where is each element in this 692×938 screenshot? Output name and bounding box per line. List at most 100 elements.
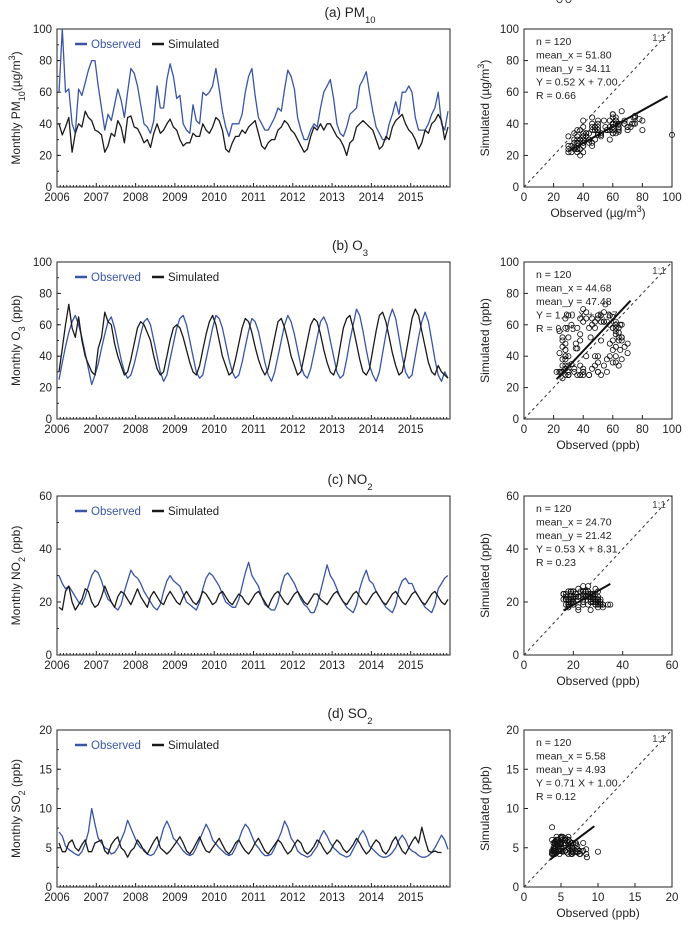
ts-xtick-label: 2014 — [359, 660, 385, 672]
legend-simulated-label: Simulated — [168, 740, 219, 752]
scatter-point — [556, 328, 563, 335]
scatter-point — [583, 309, 590, 316]
scatter-xtick-label: 40 — [577, 424, 590, 436]
scatter-point — [558, 841, 565, 848]
scatter-point — [580, 130, 587, 137]
scatter-point — [587, 599, 594, 606]
scatter-point — [606, 117, 613, 124]
scatter-point — [565, 371, 572, 378]
scatter-point — [583, 133, 590, 140]
scatter-ylabel: Simulated (ppb) — [478, 298, 492, 383]
scatter-xtick-label: 10 — [592, 892, 605, 904]
scatter-point — [565, 334, 572, 341]
scatter-point — [587, 334, 594, 341]
scatter-point — [559, 337, 566, 344]
scatter-point — [592, 601, 599, 608]
scatter-point — [586, 136, 593, 143]
panel-title: (d) SO2 — [327, 706, 372, 727]
scatter-point — [556, 350, 563, 357]
scatter-point — [609, 346, 616, 353]
scatter-ytick-label: 5 — [513, 843, 519, 855]
stats-line: n = 120 — [536, 269, 571, 281]
scatter-point — [602, 301, 609, 308]
scatter-point — [615, 362, 622, 369]
ts-xtick-label: 2011 — [241, 192, 266, 204]
scatter-point — [624, 350, 631, 357]
scatter-point — [598, 318, 605, 325]
scatter-point — [559, 343, 566, 350]
simulated-series-line — [58, 303, 449, 379]
one-to-one-label: 1:1 — [652, 734, 666, 745]
scatter-point — [609, 337, 616, 344]
ts-xtick-label: 2013 — [319, 192, 345, 204]
ts-ylabel-unit: (ppb) — [9, 526, 23, 557]
ts-ytick-label: 80 — [39, 288, 52, 300]
scatter-xtick-label: 0 — [521, 192, 527, 204]
scatter-point — [562, 315, 569, 322]
scatter-point — [565, 362, 572, 369]
scatter-point — [558, 847, 565, 854]
scatter-ylabel: Simulated (ppb) — [478, 766, 492, 851]
stats-line: n = 120 — [536, 737, 571, 749]
panel-title-main: (d) SO — [327, 706, 367, 721]
scatter-ytick-label: 20 — [506, 150, 519, 162]
panel-title-sub: 2 — [367, 716, 372, 727]
ts-ylabel-unit: (ppb) — [9, 759, 23, 790]
observed-series-line — [58, 308, 449, 386]
ts-xtick-label: 2010 — [201, 424, 227, 436]
scatter-point — [572, 340, 579, 347]
scatter-point — [575, 607, 582, 614]
scatter-point — [600, 117, 607, 124]
ts-ylabel-sub: 3 — [17, 326, 27, 331]
scatter-point — [571, 136, 578, 143]
ts-ylabel: Monthly SO2 (ppb) — [9, 759, 27, 858]
scatter-point — [589, 142, 596, 149]
scatter-point — [618, 356, 625, 363]
scatter-xtick-label: 20 — [547, 192, 560, 204]
ts-frame — [56, 495, 451, 656]
ts-ylabel: Monthly PM10(µg/m3) — [7, 51, 27, 164]
scatter-xtick-label: 20 — [567, 660, 580, 672]
scatter-point — [587, 607, 594, 614]
scatter-point — [595, 124, 602, 131]
scatter-xtick-label: 60 — [666, 660, 679, 672]
scatter-point — [592, 353, 599, 360]
scatter-point — [574, 127, 581, 134]
scatter-point — [568, 321, 575, 328]
scatter-point — [612, 114, 619, 121]
scatter-point — [559, 375, 566, 382]
scatter-frame — [523, 261, 673, 420]
scatter-ytick-label: 20 — [506, 383, 519, 395]
scatter-point — [612, 117, 619, 124]
ts-ytick-label: 15 — [39, 764, 52, 776]
scatter-xtick-label: 100 — [662, 192, 681, 204]
scatter-point — [595, 312, 602, 319]
scatter-point — [569, 847, 576, 854]
scatter-point — [603, 127, 610, 134]
scatter-point — [612, 324, 619, 331]
scatter-point — [624, 340, 631, 347]
scatter-point — [550, 847, 557, 854]
ts-ylabel-sup: 3 — [7, 55, 17, 60]
scatter-point — [572, 593, 579, 600]
scatter-point — [609, 114, 616, 121]
scatter-point — [598, 312, 605, 319]
scatter-point — [562, 340, 569, 347]
scatter-point — [575, 604, 582, 611]
ts-xtick-label: 2012 — [280, 424, 306, 436]
scatter-point — [571, 130, 578, 137]
ts-ytick-label: 40 — [39, 351, 52, 363]
scatter-ylabel-main: Simulated (ppb) — [478, 766, 492, 851]
scatter-ytick-label: 0 — [513, 182, 519, 194]
ts-ylabel: Monthly O3 (ppb) — [9, 295, 27, 386]
scatter-xtick-label: 20 — [666, 892, 679, 904]
scatter-point — [589, 124, 596, 131]
scatter-point — [569, 849, 576, 856]
scatter-point — [603, 356, 610, 363]
scatter-point — [617, 346, 624, 353]
ts-xtick-label: 2011 — [241, 892, 266, 904]
scatter-point — [618, 321, 625, 328]
regression-line — [567, 95, 669, 153]
